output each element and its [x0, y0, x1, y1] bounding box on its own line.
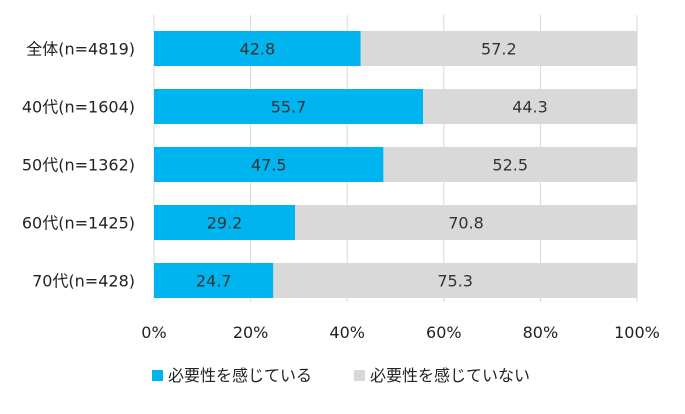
bar-value-label: 29.2	[207, 214, 243, 233]
bar-value-label: 52.5	[492, 156, 528, 175]
category-label: 40代(n=1604)	[22, 98, 135, 117]
legend-swatch-0	[152, 370, 163, 381]
bar-value-label: 47.5	[251, 156, 287, 175]
bar-feel-need-4	[154, 263, 274, 298]
bar-value-label: 70.8	[448, 214, 484, 233]
bar-feel-need-2	[154, 147, 384, 182]
category-labels: 全体(n=4819) 40代(n=1604) 50代(n=1362) 60代(n=14…	[22, 40, 135, 291]
bar-value-label: 44.3	[512, 98, 548, 117]
category-label: 70代(n=428)	[32, 272, 135, 291]
legend-swatch-1	[354, 370, 365, 381]
x-tick-label: 100%	[614, 323, 660, 342]
bar-feel-need-3	[154, 205, 296, 240]
x-tick-label: 80%	[523, 323, 559, 342]
x-tick-label: 0%	[141, 323, 166, 342]
bar-no-need-4	[273, 263, 637, 298]
legend: 必要性を感じている 必要性を感じていない	[152, 366, 530, 385]
bar-no-need-1	[423, 89, 637, 124]
bar-value-label: 75.3	[437, 272, 473, 291]
x-tick-label: 40%	[329, 323, 365, 342]
x-tick-label: 20%	[233, 323, 269, 342]
bar-value-label: 42.8	[240, 40, 276, 59]
bar-layer: 42.8 57.2 55.7 44.3 47.5 52.5 29.2 70.8 24.7 75.3	[154, 31, 637, 298]
bar-feel-need-0	[154, 31, 361, 66]
bar-value-label: 24.7	[196, 272, 232, 291]
category-label: 50代(n=1362)	[22, 156, 135, 175]
bar-no-need-0	[360, 31, 637, 66]
bar-no-need-2	[383, 147, 637, 182]
category-label: 60代(n=1425)	[22, 214, 135, 233]
legend-label-0: 必要性を感じている	[168, 366, 312, 385]
bar-no-need-3	[295, 205, 637, 240]
bar-value-label: 57.2	[481, 40, 517, 59]
category-label: 全体(n=4819)	[26, 40, 135, 59]
x-axis-tick-labels: 0% 20% 40% 60% 80% 100%	[141, 323, 660, 342]
bar-feel-need-1	[154, 89, 424, 124]
legend-label-1: 必要性を感じていない	[370, 366, 530, 385]
bar-value-label: 55.7	[271, 98, 307, 117]
x-tick-label: 60%	[426, 323, 462, 342]
